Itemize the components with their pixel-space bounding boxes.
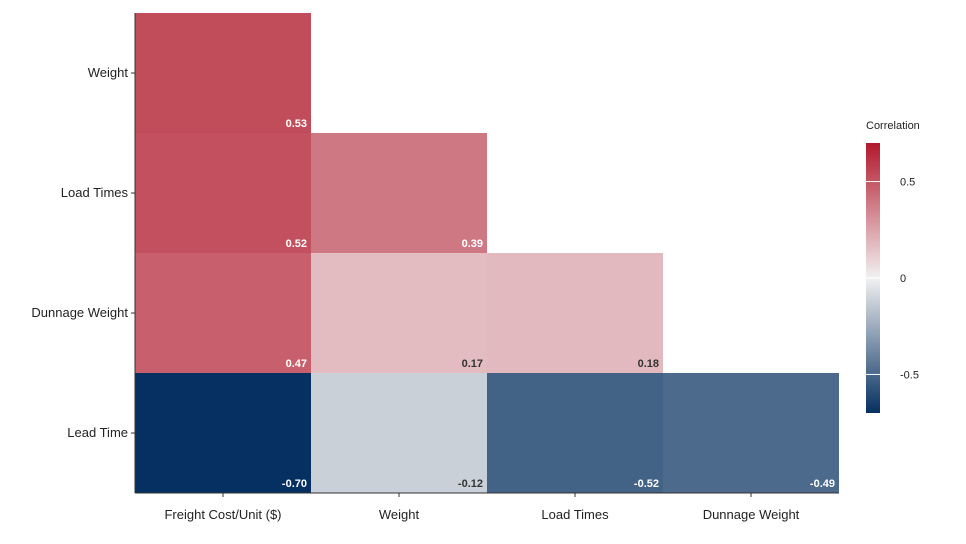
legend-tick-label: 0: [900, 273, 906, 285]
legend-title: Correlation: [866, 120, 920, 132]
x-tick-label: Load Times: [541, 507, 609, 522]
heatmap-cell: [135, 133, 311, 253]
heatmap-cell: [135, 253, 311, 373]
cell-value-label: 0.52: [286, 238, 307, 250]
heatmap-cell: [487, 253, 663, 373]
y-tick-label: Load Times: [61, 185, 129, 200]
heatmap-cell: [311, 253, 487, 373]
heatmap-cell: [311, 373, 487, 493]
cell-value-label: 0.47: [286, 358, 307, 370]
y-tick-label: Dunnage Weight: [31, 305, 128, 320]
heatmap-cell: [135, 373, 311, 493]
heatmap-cell: [135, 13, 311, 133]
legend-tick-label: -0.5: [900, 369, 919, 381]
x-tick-label: Weight: [379, 507, 420, 522]
heatmap-cell: [311, 133, 487, 253]
legend-tick-label: 0.5: [900, 177, 915, 189]
cell-value-label: 0.17: [462, 358, 483, 370]
cell-value-label: 0.53: [286, 118, 307, 130]
y-tick-label: Lead Time: [67, 425, 128, 440]
cell-value-label: -0.52: [634, 478, 659, 490]
cell-value-label: -0.49: [810, 478, 835, 490]
cell-value-label: 0.39: [462, 238, 483, 250]
heatmap-cell: [487, 373, 663, 493]
heatmap-cell: [663, 373, 839, 493]
cell-value-label: 0.18: [638, 358, 659, 370]
x-tick-label: Freight Cost/Unit ($): [164, 507, 281, 522]
cell-value-label: -0.70: [282, 478, 307, 490]
y-tick-label: Weight: [88, 65, 129, 80]
cell-value-label: -0.12: [458, 478, 483, 490]
x-tick-label: Dunnage Weight: [703, 507, 800, 522]
